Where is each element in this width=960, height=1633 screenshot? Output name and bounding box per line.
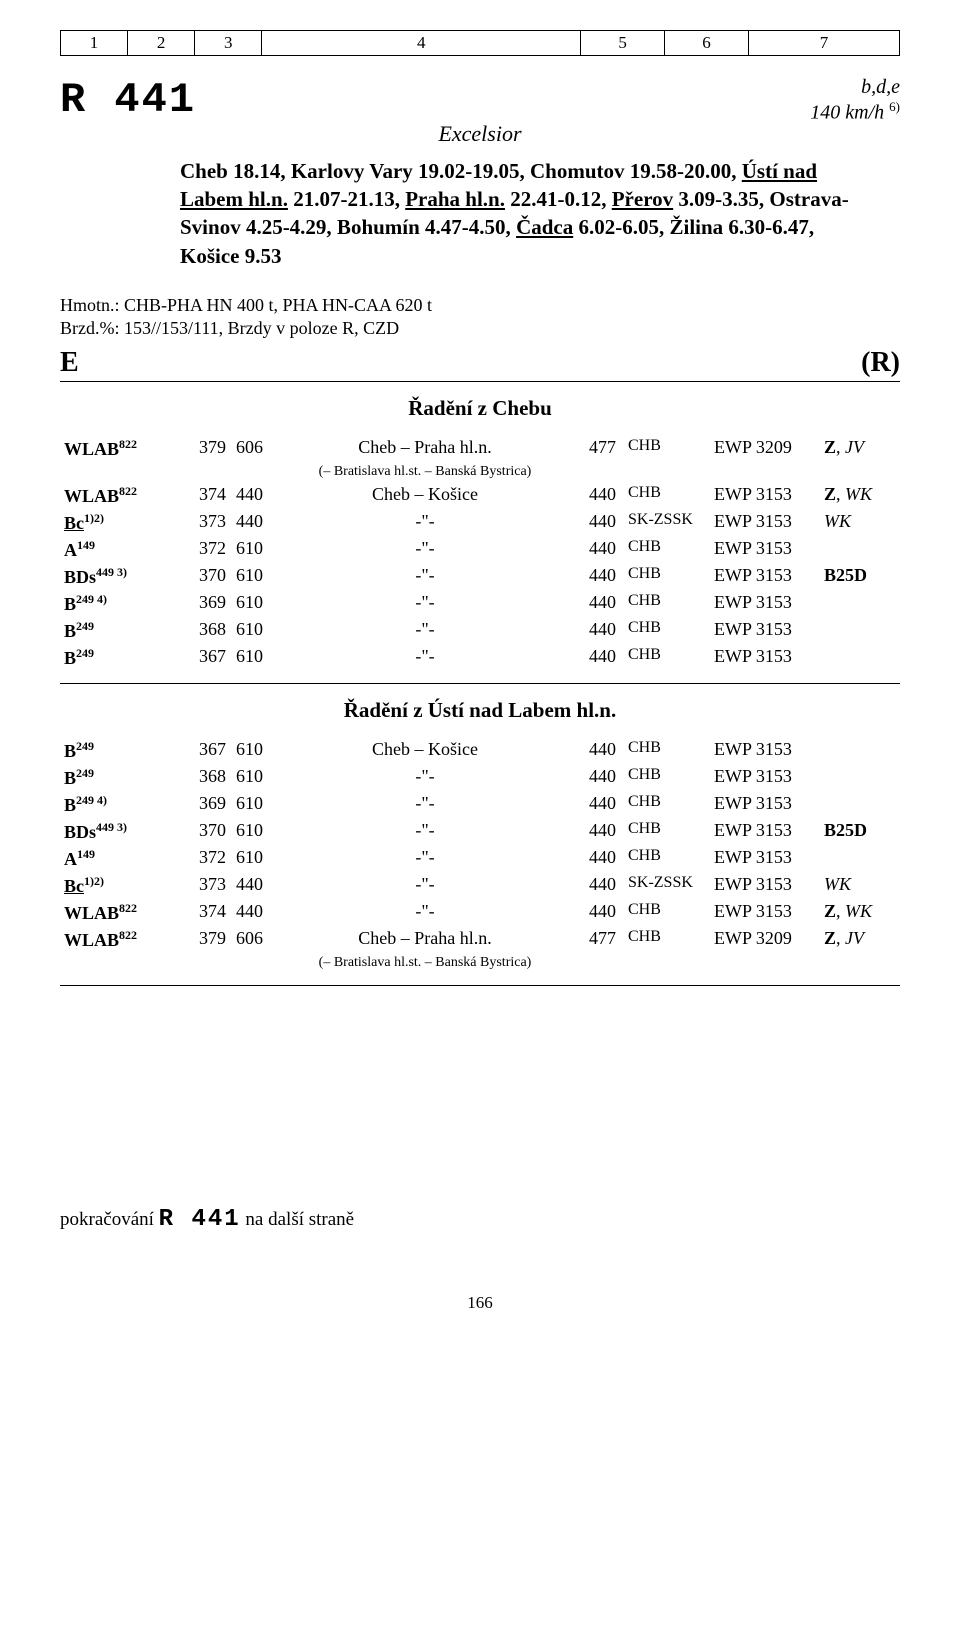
formation-row: B249368610-"-440CHBEWP 3153: [60, 617, 900, 644]
formation-row: A149372610-"-440CHBEWP 3153: [60, 536, 900, 563]
flags-column: b,d,e 140 km/h 6): [810, 76, 900, 125]
formation-row: B249368610-"-440CHBEWP 3153: [60, 764, 900, 791]
header-col: 3: [195, 31, 262, 56]
header-col: 7: [748, 31, 899, 56]
formation-row: BDs449 3)370610-"-440CHBEWP 3153B25D: [60, 818, 900, 845]
formation-table-1: WLAB822379606Cheb – Praha hl.n.477CHBEWP…: [60, 435, 900, 671]
formation-row: Bc1)2)373440-"-440SK-ZSSKEWP 3153WK: [60, 872, 900, 899]
formation-row: B249367610-"-440CHBEWP 3153: [60, 644, 900, 671]
formation-row: Bc1)2)373440-"-440SK-ZSSKEWP 3153WK: [60, 509, 900, 536]
page-number: 166: [60, 1293, 900, 1313]
header-col: 2: [128, 31, 195, 56]
route-segment: Cheb 18.14, Karlovy Vary 19.02-19.05, Ch…: [180, 159, 742, 183]
formation-row: WLAB822379606Cheb – Praha hl.n.477CHBEWP…: [60, 926, 900, 953]
header-col: 4: [262, 31, 581, 56]
header-col: 5: [581, 31, 665, 56]
formation-row: B249 4)369610-"-440CHBEWP 3153: [60, 791, 900, 818]
formation-subrow: (– Bratislava hl.st. – Banská Bystrica): [60, 462, 900, 482]
header-column-table: 1234567: [60, 30, 900, 56]
formation-row: WLAB822379606Cheb – Praha hl.n.477CHBEWP…: [60, 435, 900, 462]
r-label: (R): [861, 347, 900, 379]
continuation-line: pokračování R 441 na další straně: [60, 1206, 900, 1233]
operation-flags: b,d,e: [810, 76, 900, 99]
continuation-train: R 441: [159, 1206, 241, 1233]
max-speed: 140 km/h 6): [810, 99, 900, 125]
meta-block: Hmotn.: CHB-PHA HN 400 t, PHA HN-CAA 620…: [60, 294, 900, 341]
formation-row: A149372610-"-440CHBEWP 3153: [60, 845, 900, 872]
header-col: 6: [665, 31, 749, 56]
e-r-row: E (R): [60, 347, 900, 382]
route-segment: Čadca: [516, 215, 573, 239]
route-segment: 22.41-0.12,: [505, 187, 612, 211]
title-row: R 441 b,d,e 140 km/h 6): [60, 76, 900, 125]
route-block: Cheb 18.14, Karlovy Vary 19.02-19.05, Ch…: [180, 157, 860, 270]
formation-table-2: B249367610Cheb – Košice440CHBEWP 3153B24…: [60, 737, 900, 973]
formation-subrow: (– Bratislava hl.st. – Banská Bystrica): [60, 953, 900, 973]
route-segment: Přerov: [612, 187, 673, 211]
divider: [60, 985, 900, 986]
route-segment: 21.07-21.13,: [288, 187, 405, 211]
divider: [60, 683, 900, 684]
train-id: R 441: [60, 76, 196, 124]
route-segment: Praha hl.n.: [405, 187, 505, 211]
train-name: Excelsior: [60, 121, 900, 147]
speed-footnote: 6): [889, 99, 900, 114]
section2-title: Řadění z Ústí nad Labem hl.n.: [60, 698, 900, 723]
weight-line: Hmotn.: CHB-PHA HN 400 t, PHA HN-CAA 620…: [60, 294, 900, 317]
continuation-suffix: na další straně: [245, 1209, 354, 1230]
speed-value: 140 km/h: [810, 102, 884, 124]
e-label: E: [60, 347, 79, 379]
continuation-prefix: pokračování: [60, 1209, 159, 1230]
formation-row: B249367610Cheb – Košice440CHBEWP 3153: [60, 737, 900, 764]
formation-row: WLAB822374440Cheb – Košice440CHBEWP 3153…: [60, 482, 900, 509]
section1-title: Řadění z Chebu: [60, 396, 900, 421]
formation-row: WLAB822374440-"-440CHBEWP 3153Z, WK: [60, 899, 900, 926]
brake-line: Brzd.%: 153//153/111, Brzdy v poloze R, …: [60, 317, 900, 340]
formation-row: BDs449 3)370610-"-440CHBEWP 3153B25D: [60, 563, 900, 590]
formation-row: B249 4)369610-"-440CHBEWP 3153: [60, 590, 900, 617]
header-col: 1: [61, 31, 128, 56]
